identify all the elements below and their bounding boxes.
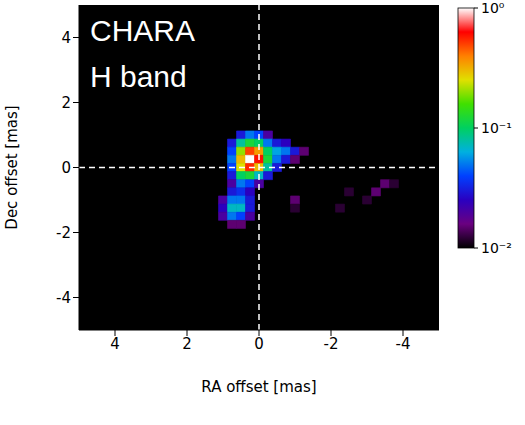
html-text:H band: H band: [90, 60, 187, 93]
svg-text:4: 4: [61, 29, 71, 47]
svg-text:2: 2: [182, 335, 192, 353]
svg-text:0: 0: [61, 159, 71, 177]
svg-text:-2: -2: [324, 335, 339, 353]
svg-text:10⁰: 10⁰: [481, 0, 505, 16]
html-text:CHARA: CHARA: [90, 14, 195, 47]
svg-text:-4: -4: [56, 289, 71, 307]
svg-text:-2: -2: [56, 224, 71, 242]
svg-text:RA offset [mas]: RA offset [mas]: [201, 378, 316, 396]
svg-text:10⁻²: 10⁻²: [481, 240, 512, 256]
svg-text:10⁻¹: 10⁻¹: [481, 120, 512, 136]
svg-text:Dec offset [mas]: Dec offset [mas]: [3, 105, 21, 229]
svg-text:2: 2: [61, 94, 71, 112]
svg-text:4: 4: [110, 335, 120, 353]
svg-text:0: 0: [254, 335, 264, 353]
svg-text:-4: -4: [396, 335, 411, 353]
